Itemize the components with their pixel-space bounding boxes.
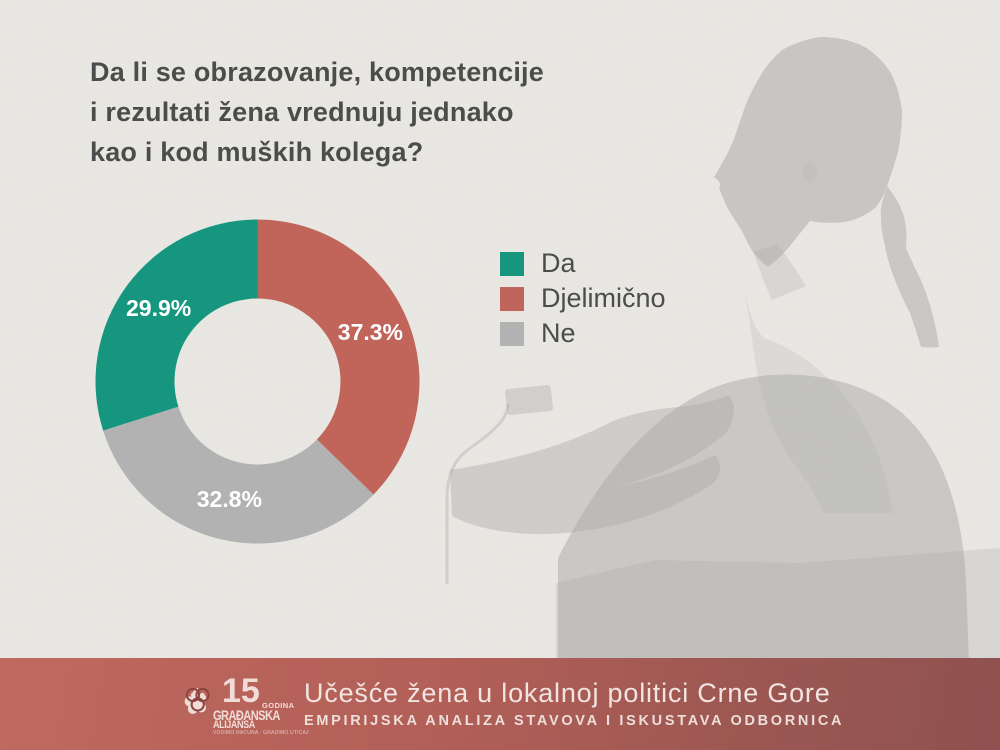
svg-text:29.9%: 29.9% [126,295,191,321]
svg-text:32.8%: 32.8% [197,486,262,512]
svg-text:37.3%: 37.3% [338,319,403,345]
